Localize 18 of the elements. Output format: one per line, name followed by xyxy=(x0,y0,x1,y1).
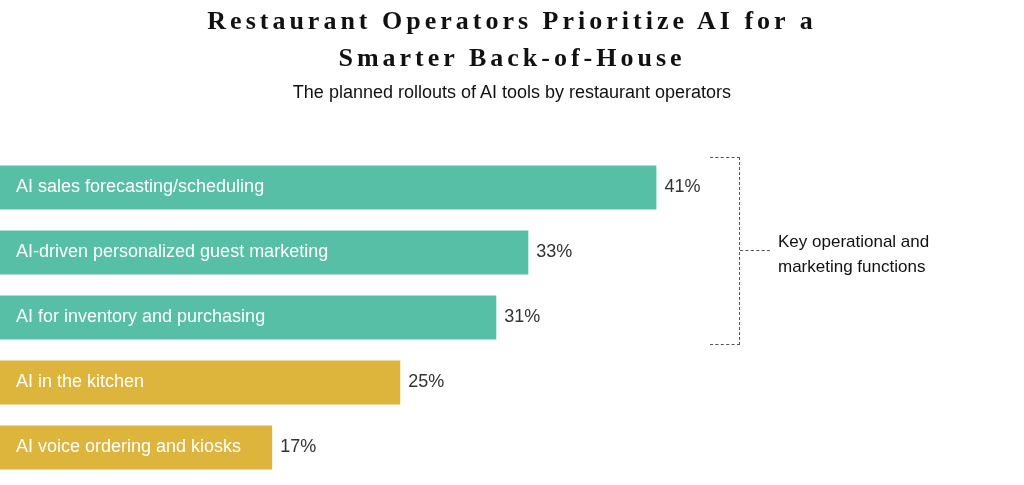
chart-subtitle: The planned rollouts of AI tools by restaurant operators xyxy=(291,82,733,103)
data-label: 31% xyxy=(504,306,541,327)
bar xyxy=(0,295,497,340)
bar xyxy=(0,425,273,470)
y-tick-label: AI voice ordering and kiosks xyxy=(16,436,242,457)
y-tick-label: AI-driven personalized guest marketing xyxy=(16,241,329,262)
bar xyxy=(0,360,401,405)
bar xyxy=(0,165,657,210)
data-label: 41% xyxy=(664,176,701,197)
y-tick-label: AI in the kitchen xyxy=(16,371,145,392)
bar xyxy=(0,230,529,275)
text: Key operational and marketing functions xyxy=(778,231,931,278)
data-label: 25% xyxy=(408,371,445,392)
data-label: 17% xyxy=(280,436,317,457)
y-tick-label: AI for inventory and purchasing xyxy=(16,306,266,327)
data-label: 33% xyxy=(536,241,573,262)
chart-title: Restaurant Operators Prioritize AI for a Smarter Back-of-House xyxy=(206,5,818,74)
y-tick-label: AI sales forecasting/scheduling xyxy=(16,176,265,197)
